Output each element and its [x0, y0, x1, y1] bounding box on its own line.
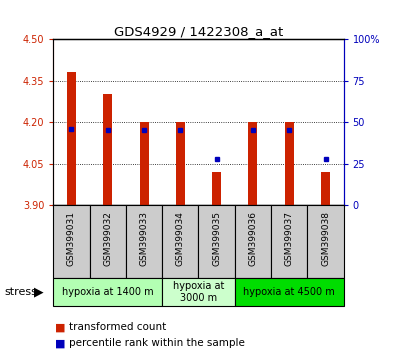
Bar: [162, 278, 235, 306]
Text: percentile rank within the sample: percentile rank within the sample: [69, 338, 245, 348]
Text: GSM399033: GSM399033: [139, 211, 149, 266]
Text: hypoxia at
3000 m: hypoxia at 3000 m: [173, 281, 224, 303]
Text: GSM399037: GSM399037: [285, 211, 294, 266]
Text: GSM399034: GSM399034: [176, 211, 185, 266]
Bar: [53, 205, 90, 278]
Bar: [321, 172, 330, 205]
Bar: [126, 205, 162, 278]
Bar: [199, 205, 235, 278]
Bar: [235, 278, 344, 306]
Text: ▶: ▶: [34, 286, 43, 298]
Text: GSM399036: GSM399036: [248, 211, 258, 266]
Bar: [139, 122, 149, 205]
Text: ■: ■: [55, 338, 66, 348]
Text: GSM399031: GSM399031: [67, 211, 76, 266]
Text: GSM399032: GSM399032: [103, 211, 112, 266]
Bar: [162, 205, 199, 278]
Bar: [67, 72, 76, 205]
Bar: [285, 122, 294, 205]
Bar: [212, 172, 221, 205]
Bar: [103, 95, 112, 205]
Bar: [248, 122, 258, 205]
Text: stress: stress: [4, 287, 37, 297]
Bar: [235, 205, 271, 278]
Text: GSM399035: GSM399035: [212, 211, 221, 266]
Text: hypoxia at 1400 m: hypoxia at 1400 m: [62, 287, 154, 297]
Text: transformed count: transformed count: [69, 322, 166, 332]
Bar: [53, 278, 162, 306]
Text: GSM399038: GSM399038: [321, 211, 330, 266]
Bar: [271, 205, 307, 278]
Text: ■: ■: [55, 322, 66, 332]
Bar: [176, 122, 185, 205]
Text: hypoxia at 4500 m: hypoxia at 4500 m: [243, 287, 335, 297]
Bar: [90, 205, 126, 278]
Bar: [307, 205, 344, 278]
Title: GDS4929 / 1422308_a_at: GDS4929 / 1422308_a_at: [114, 25, 283, 38]
